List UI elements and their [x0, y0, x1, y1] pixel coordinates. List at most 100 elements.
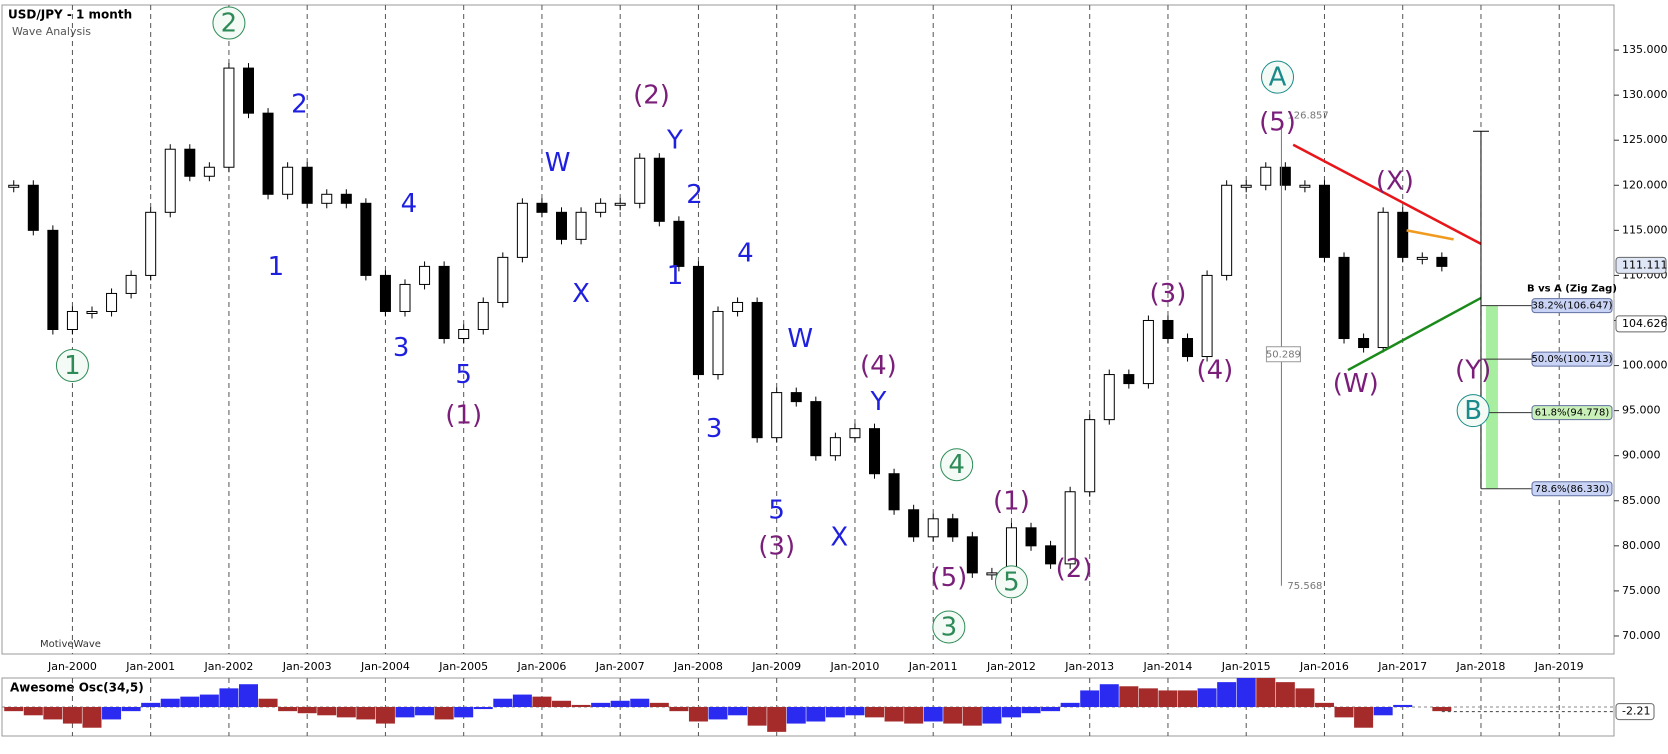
wave-label: 2	[686, 180, 703, 210]
osc-last-box	[1615, 703, 1655, 721]
y-tick-label: 70.000	[1622, 629, 1661, 642]
osc-bar	[4, 707, 24, 712]
fib-zone	[1485, 305, 1498, 489]
fib-label-box	[1531, 405, 1613, 421]
fib-label: 50.0%(100.713)	[1532, 354, 1613, 365]
fib-label: 61.8%(94.778)	[1535, 408, 1610, 419]
wave-circle	[994, 565, 1028, 599]
osc-bar	[786, 707, 806, 724]
osc-bar	[434, 707, 454, 720]
osc-bar	[375, 707, 395, 724]
candle	[1162, 319, 1174, 340]
osc-bar	[1080, 690, 1100, 707]
candle	[419, 265, 431, 285]
osc-bar	[728, 707, 748, 716]
wave-label: 3	[706, 414, 723, 444]
osc-bar	[297, 707, 317, 714]
x-tick-label: Jan-2017	[1377, 660, 1427, 673]
candle	[692, 265, 704, 376]
candle	[1397, 211, 1409, 258]
wave-label: 1	[64, 351, 81, 381]
y-tick-label: 75.000	[1622, 584, 1661, 597]
x-tick-label: Jan-2014	[1143, 660, 1193, 673]
wave-label: (2)	[1056, 554, 1093, 584]
wave-label: (5)	[930, 563, 967, 593]
candle	[360, 202, 372, 276]
candle	[47, 229, 59, 331]
wave-circle	[940, 448, 974, 482]
osc-bar	[415, 707, 435, 716]
plot-frame	[1, 4, 1615, 655]
osc-bar	[532, 696, 552, 707]
wave-label: 4	[401, 189, 418, 219]
osc-bar	[1060, 702, 1080, 707]
osc-last-label: -2.21	[1622, 705, 1650, 718]
measure-label: 126.857	[1287, 110, 1328, 121]
chart-title: USD/JPY - 1 month	[8, 8, 132, 22]
wave-label: 4	[948, 450, 965, 480]
candle	[575, 211, 587, 240]
osc-bar	[1393, 704, 1413, 707]
osc-bar	[219, 688, 239, 707]
osc-bar	[591, 702, 611, 707]
wave-label: 5	[1003, 567, 1020, 597]
x-tick-label: Jan-2001	[125, 660, 175, 673]
candle	[86, 310, 98, 314]
candle	[790, 392, 802, 403]
osc-bar	[1217, 682, 1237, 707]
candle	[27, 184, 39, 231]
x-tick-label: Jan-2005	[438, 660, 488, 673]
y-tick-label: 125.000	[1622, 133, 1668, 146]
osc-bar	[82, 707, 102, 728]
osc-bar	[473, 707, 493, 710]
osc-bar	[395, 707, 415, 718]
candle	[66, 310, 78, 331]
candle	[751, 301, 763, 439]
candle	[458, 329, 470, 340]
osc-bar	[1373, 707, 1393, 716]
candle	[634, 157, 646, 204]
osc-bar	[278, 707, 298, 712]
osc-bar	[1256, 678, 1276, 707]
osc-bar	[571, 704, 591, 707]
osc-bar	[904, 707, 924, 724]
candle	[1279, 166, 1291, 186]
x-tick-label: Jan-2009	[751, 660, 801, 673]
y-tick-label: 90.000	[1622, 449, 1661, 462]
candle	[1358, 338, 1370, 349]
osc-bar	[747, 707, 767, 726]
candle	[1318, 184, 1330, 258]
osc-bar	[1001, 707, 1021, 718]
trendline	[1347, 296, 1482, 372]
osc-bar	[865, 707, 885, 718]
candle	[1182, 338, 1194, 358]
trendline	[1292, 143, 1482, 245]
candle	[223, 67, 235, 168]
osc-bar	[180, 696, 200, 707]
y-tick-label: 135.000	[1622, 43, 1668, 56]
wave-label: 3	[393, 333, 410, 363]
wave-label: (3)	[1150, 279, 1187, 309]
y-tick-label: 120.000	[1622, 178, 1668, 191]
candle	[653, 157, 665, 222]
wave-label: 2	[221, 9, 238, 39]
fib-label: 78.6%(86.330)	[1535, 484, 1610, 495]
osc-bar	[102, 707, 122, 720]
candle	[1201, 274, 1213, 358]
y-tick-label: 85.000	[1622, 494, 1661, 507]
osc-bar	[454, 707, 474, 718]
osc-bar	[1099, 684, 1119, 707]
osc-bar	[610, 700, 630, 707]
osc-bar	[1041, 707, 1061, 712]
osc-bar	[845, 707, 865, 716]
osc-bar	[884, 707, 904, 722]
candle	[164, 148, 176, 213]
candle	[732, 301, 744, 312]
candle	[1416, 256, 1428, 260]
osc-bar	[1354, 707, 1374, 728]
candle	[712, 310, 724, 376]
osc-bar	[336, 707, 356, 718]
x-tick-label: Jan-2012	[986, 660, 1036, 673]
wave-label: Y	[666, 126, 683, 156]
